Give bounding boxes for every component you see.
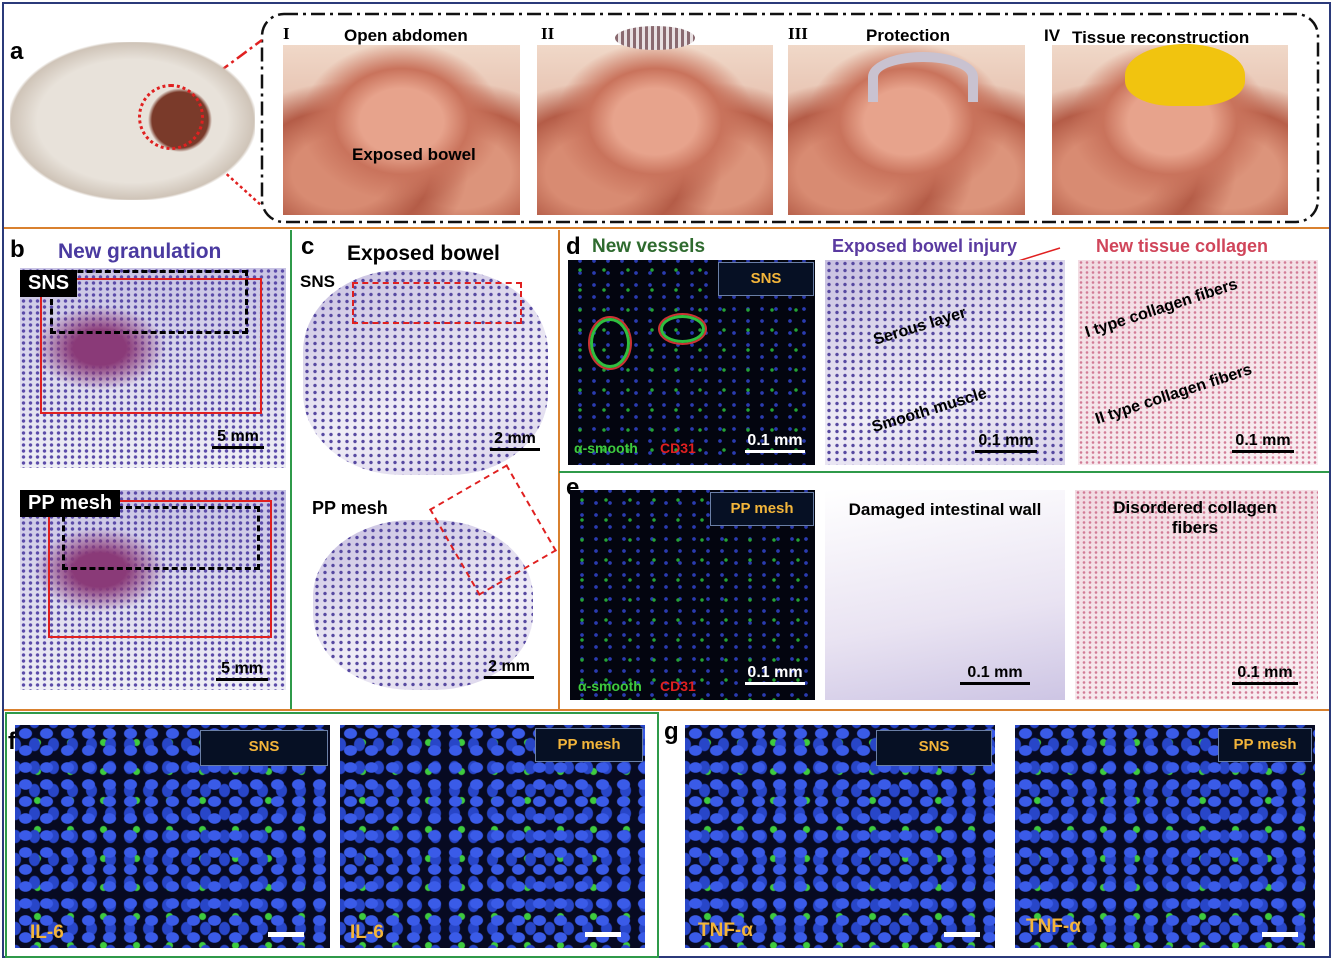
step-box bbox=[260, 12, 1320, 224]
red-box bbox=[48, 500, 272, 638]
scale-bar: 0.1 mm bbox=[975, 432, 1037, 453]
scale-bar: 0.1 mm bbox=[960, 664, 1030, 685]
scale-bar bbox=[268, 932, 304, 937]
mesh bbox=[615, 26, 695, 50]
panel-label: g bbox=[664, 718, 679, 745]
image-tag: PP mesh bbox=[312, 498, 388, 518]
panel-label: f bbox=[8, 728, 16, 755]
panel-label: c bbox=[301, 233, 315, 260]
dashed-box bbox=[62, 506, 260, 570]
scale-bar: 0.1 mm bbox=[745, 664, 805, 685]
scale-bar: 0.1 mm bbox=[745, 432, 805, 453]
marker-label: TNF-α bbox=[1026, 916, 1081, 937]
scale-bar: 0.1 mm bbox=[1232, 664, 1298, 685]
scale-bar: 0.1 mm bbox=[1232, 432, 1294, 453]
step-numeral: I bbox=[283, 24, 290, 43]
stain-label: α-smooth bbox=[574, 440, 638, 456]
scale-bar bbox=[1262, 932, 1298, 937]
scale-bar: 5 mm bbox=[216, 660, 268, 681]
image-tag: PP mesh bbox=[20, 490, 121, 517]
zoom-line bbox=[199, 38, 263, 88]
fluorescence-image bbox=[1015, 725, 1315, 948]
micrograph bbox=[825, 490, 1065, 700]
micrograph bbox=[1075, 490, 1318, 700]
scale-bar: 2 mm bbox=[490, 430, 540, 451]
image-tag: SNS bbox=[876, 730, 992, 766]
image-tag: SNS bbox=[20, 270, 78, 297]
panel-label: b bbox=[10, 236, 25, 263]
image-tag: SNS bbox=[200, 730, 328, 766]
fluorescence-image bbox=[340, 725, 645, 948]
scale-bar bbox=[585, 932, 621, 937]
micrograph bbox=[303, 270, 548, 475]
scale-bar: 5 mm bbox=[212, 428, 264, 449]
panel-title: New granulation bbox=[58, 240, 222, 263]
scale-bar: 2 mm bbox=[484, 658, 534, 679]
marker-label: IL-6 bbox=[350, 922, 384, 943]
step-numeral: II bbox=[541, 24, 555, 43]
step-title: Tissue reconstruction bbox=[1072, 28, 1250, 47]
image-tag: PP mesh bbox=[710, 492, 814, 526]
illustration bbox=[537, 45, 773, 215]
mouse-photo bbox=[10, 42, 255, 200]
micrograph bbox=[1078, 260, 1318, 465]
fluorescence-image bbox=[15, 725, 330, 948]
step-numeral: IV bbox=[1044, 26, 1061, 45]
image-tag: SNS bbox=[718, 262, 814, 296]
stain-label: CD31 bbox=[660, 440, 696, 456]
image-tag: SNS bbox=[300, 272, 335, 291]
caption: Damaged intestinal wall bbox=[848, 500, 1042, 519]
panel-label: d bbox=[566, 233, 581, 260]
panel-f-border bbox=[5, 712, 659, 958]
step-title: Open abdomen bbox=[344, 26, 468, 45]
column-header: New vessels bbox=[592, 236, 706, 257]
vessel bbox=[590, 318, 630, 368]
mesh-cover bbox=[868, 52, 978, 102]
illustration bbox=[283, 45, 520, 215]
caption: Disordered collagen fibers bbox=[1113, 498, 1277, 537]
micrograph bbox=[313, 520, 533, 690]
micrograph bbox=[20, 268, 286, 468]
panel-title: Exposed bowel bbox=[347, 242, 500, 265]
stain-label: α-smooth bbox=[578, 678, 642, 694]
wound-circle bbox=[138, 84, 204, 150]
column-header: Exposed bowel injury bbox=[832, 236, 1018, 256]
step-numeral: III bbox=[788, 24, 808, 43]
marker-label: TNF-α bbox=[698, 920, 753, 941]
image-tag: PP mesh bbox=[1218, 728, 1312, 762]
marker-label: IL-6 bbox=[30, 922, 64, 943]
stain-label: CD31 bbox=[660, 678, 696, 694]
tissue bbox=[1125, 44, 1245, 106]
dashed-box bbox=[352, 282, 522, 324]
scale-bar bbox=[944, 932, 980, 937]
step-title: Protection bbox=[866, 26, 951, 45]
column-header: New tissue collagen bbox=[1096, 236, 1269, 256]
red-box bbox=[40, 278, 262, 414]
dashed-box bbox=[50, 270, 248, 334]
vessel bbox=[660, 315, 705, 343]
image-tag: PP mesh bbox=[535, 728, 643, 762]
annotation: Exposed bowel bbox=[352, 145, 476, 164]
micrograph bbox=[825, 260, 1065, 465]
